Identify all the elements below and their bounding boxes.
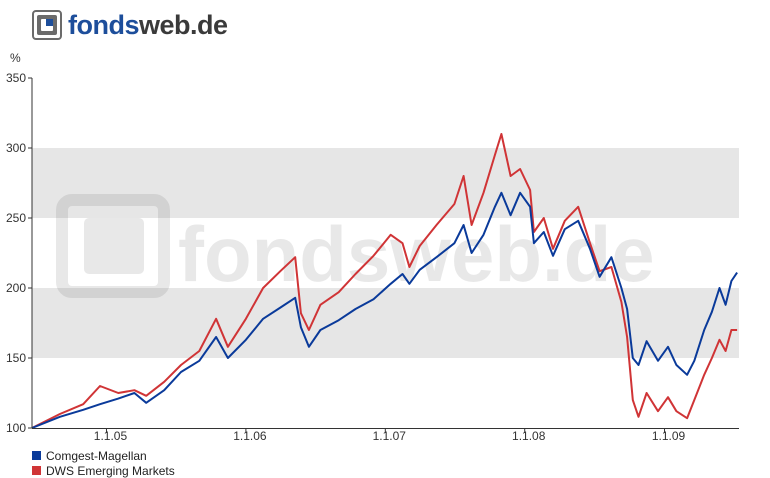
series-lines (31, 133, 738, 429)
x-tick-label: 1.1.06 (233, 429, 267, 443)
grid-band (32, 288, 739, 358)
legend: Comgest-Magellan DWS Emerging Markets (32, 448, 175, 478)
legend-item-dws: DWS Emerging Markets (32, 463, 175, 478)
y-tick-label: 250 (6, 211, 26, 225)
logo-text-part2: web.de (139, 10, 228, 40)
y-tick-label: 350 (6, 71, 26, 85)
legend-swatch-blue (32, 451, 41, 460)
legend-label: DWS Emerging Markets (46, 463, 175, 478)
grid-band (32, 148, 739, 218)
fondsweb-logo: fondsweb.de (32, 8, 228, 42)
watermark-icon (56, 194, 170, 298)
logo-text-part1: fonds (68, 10, 140, 40)
y-tick-label: 300 (6, 141, 26, 155)
legend-swatch-red (32, 466, 41, 475)
y-tick-label: 150 (6, 351, 26, 365)
x-tick-label: 1.1.07 (373, 429, 407, 443)
y-axis-label: % (10, 51, 21, 65)
y-tick-labels: 100 150 200 250 300 350 (6, 71, 32, 435)
x-tick-label: 1.1.08 (512, 429, 546, 443)
y-tick-label: 100 (6, 421, 26, 435)
legend-label: Comgest-Magellan (46, 448, 147, 463)
logo-text: fondsweb.de (68, 10, 228, 40)
x-tick-labels: 1.1.05 1.1.06 1.1.07 1.1.08 1.1.09 (94, 428, 686, 443)
x-tick-label: 1.1.09 (652, 429, 686, 443)
watermark-icon-inner (84, 218, 144, 274)
series-line-comgest-magellan (31, 191, 738, 429)
x-tick-label: 1.1.05 (94, 429, 128, 443)
y-tick-label: 200 (6, 281, 26, 295)
series-line-dws-emerging-markets (31, 133, 738, 429)
logo-icon (32, 10, 62, 40)
legend-item-comgest: Comgest-Magellan (32, 448, 175, 463)
